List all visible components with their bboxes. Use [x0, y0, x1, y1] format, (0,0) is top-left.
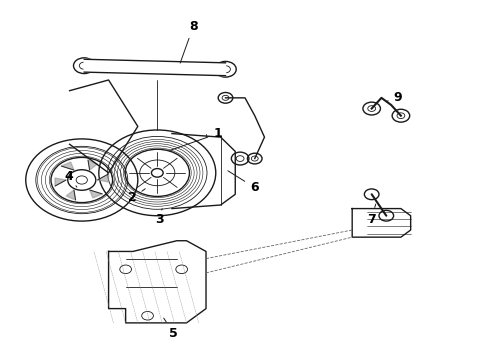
- Text: 9: 9: [386, 91, 402, 104]
- Text: 8: 8: [180, 20, 197, 63]
- Text: 6: 6: [228, 171, 259, 194]
- Polygon shape: [90, 190, 102, 198]
- Polygon shape: [66, 190, 75, 200]
- Polygon shape: [55, 178, 66, 186]
- Text: 7: 7: [367, 204, 376, 226]
- Polygon shape: [88, 160, 98, 170]
- Text: 4: 4: [65, 170, 77, 187]
- Polygon shape: [84, 59, 225, 76]
- Text: 5: 5: [164, 318, 178, 340]
- Text: 1: 1: [170, 127, 222, 150]
- Polygon shape: [61, 162, 74, 170]
- Polygon shape: [98, 174, 109, 182]
- Text: 2: 2: [128, 189, 146, 204]
- Text: 3: 3: [155, 208, 164, 226]
